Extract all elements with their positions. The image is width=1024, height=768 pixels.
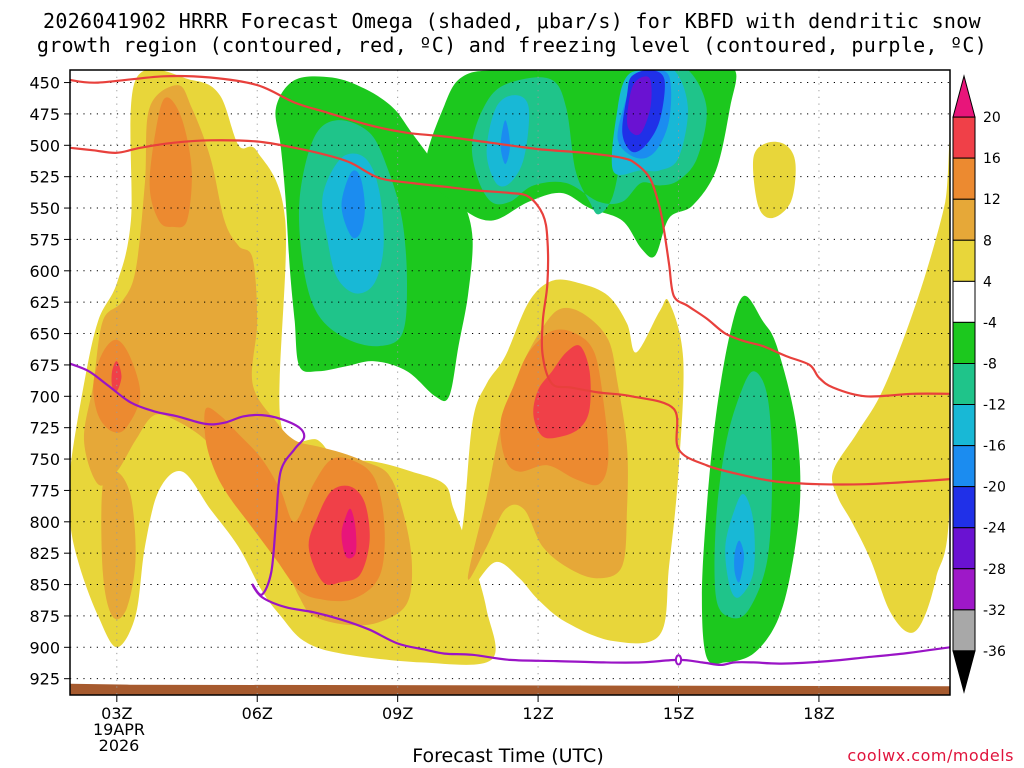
contour-lines <box>70 74 950 666</box>
x-tick-label: 12Z <box>522 704 553 723</box>
chart-title-line-1: 2026041902 HRRR Forecast Omega (shaded, … <box>43 9 981 33</box>
x-axis-label: Forecast Time (UTC) <box>0 745 1024 767</box>
omega-neg16-20-center <box>500 120 510 165</box>
y-tick-label: 875 <box>29 607 60 626</box>
colorbar-tick-label: 8 <box>983 233 992 249</box>
colorbar-bin <box>952 445 976 488</box>
site-credit-link[interactable]: coolwx.com/models <box>847 746 1014 765</box>
colorbar-bin <box>952 404 976 447</box>
colorbar-bin <box>952 650 976 694</box>
y-tick-label: 825 <box>29 544 60 563</box>
y-axis: 450 475 500 525 550 575 600 625 650 675 700 725 750 7… <box>29 74 70 689</box>
y-tick-label: 925 <box>29 670 60 689</box>
plot-frame <box>69 69 951 696</box>
date-label: 19APR 2026 <box>92 722 146 754</box>
colorbar-bin <box>952 609 976 652</box>
date-label-year: 2026 <box>98 736 140 755</box>
dgz-lower-line <box>70 139 950 486</box>
y-tick-label: 550 <box>29 199 60 218</box>
x-tick-label: 06Z <box>242 704 273 723</box>
colorbar-bin <box>952 362 976 406</box>
y-tick-label: 475 <box>29 105 60 124</box>
y-tick-label: 725 <box>29 419 60 438</box>
freezing-level-label-marker <box>674 654 683 666</box>
colorbar-bin <box>952 486 976 529</box>
omega-neg16-20-lower-right <box>734 540 744 583</box>
x-tick-label: 15Z <box>663 704 694 723</box>
date-label-day: 19APR <box>92 720 146 739</box>
colorbar-tick-label: -16 <box>983 439 1006 455</box>
x-axis: 03Z 06Z 09Z 12Z 15Z 18Z <box>101 695 835 723</box>
y-tick-label: 900 <box>29 638 60 657</box>
colorbar-tick-label: 4 <box>983 274 992 290</box>
x-axis-label-text: Forecast Time (UTC) <box>412 745 604 767</box>
y-tick-label: 850 <box>29 576 60 595</box>
colorbar-tick-label: -32 <box>983 603 1006 619</box>
x-tick-label: 03Z <box>101 704 132 723</box>
y-tick-label: 625 <box>29 293 60 312</box>
colorbar-bin <box>952 74 976 118</box>
colorbar-tick-label: -24 <box>983 521 1006 537</box>
colorbar-bin <box>952 527 976 570</box>
omega-4-8-right-band <box>831 141 950 633</box>
colorbar-tick-label: -20 <box>983 480 1006 496</box>
omega-neg16-20-left <box>341 170 365 239</box>
colorbar-tick-label: -8 <box>983 356 997 372</box>
colorbar-tick-label: -4 <box>983 315 997 331</box>
omega-16-20-left-small <box>111 361 122 392</box>
colorbar-tick-label: -36 <box>983 644 1006 660</box>
colorbar-tick-label: 12 <box>983 192 1001 208</box>
y-tick-label: 675 <box>29 356 60 375</box>
colorbar-bin <box>952 239 976 282</box>
y-tick-label: 575 <box>29 230 60 249</box>
omega-16-20-center <box>533 345 591 439</box>
colorbar-tick-label: 20 <box>983 110 1001 126</box>
y-tick-label: 650 <box>29 325 60 344</box>
omega-gt20-peak <box>341 508 357 559</box>
colorbar-tick-label: -28 <box>983 562 1006 578</box>
x-tick-label: 18Z <box>803 704 834 723</box>
plot-area <box>70 70 950 695</box>
omega-16-20-lower-left <box>308 485 370 585</box>
y-tick-label: 700 <box>29 387 60 406</box>
colorbar-tick-label: -12 <box>983 398 1006 414</box>
y-tick-label: 750 <box>29 450 60 469</box>
y-tick-label: 800 <box>29 513 60 532</box>
omega-12-16-upper-left <box>149 97 192 228</box>
omega-neg24-28-upper-right <box>627 76 652 136</box>
y-tick-label: 600 <box>29 262 60 281</box>
colorbar: 20 16 12 8 4 -4 -8 -12 -16 -20 -24 -28 -32 -36 <box>952 74 1006 694</box>
colorbar-bin <box>952 321 976 364</box>
chart-title-line-2: growth region (contoured, red, ºC) and f… <box>36 33 988 57</box>
colorbar-bin <box>952 280 976 323</box>
freezing-level-line <box>70 362 950 666</box>
x-tick-label: 09Z <box>382 704 413 723</box>
omega-4-8-small-patch <box>752 141 796 219</box>
colorbar-bin <box>952 198 976 241</box>
colorbar-tick-label: 16 <box>983 151 1001 167</box>
terrain-layer <box>70 683 950 695</box>
colorbar-bin <box>952 157 976 200</box>
y-tick-label: 450 <box>29 74 60 93</box>
y-tick-label: 500 <box>29 136 60 155</box>
y-tick-label: 775 <box>29 481 60 500</box>
colorbar-bin <box>952 116 976 159</box>
dgz-upper-line <box>70 74 950 398</box>
y-tick-label: 525 <box>29 168 60 187</box>
omega-8-12-lower-left-blob <box>101 470 136 620</box>
colorbar-bin <box>952 568 976 611</box>
